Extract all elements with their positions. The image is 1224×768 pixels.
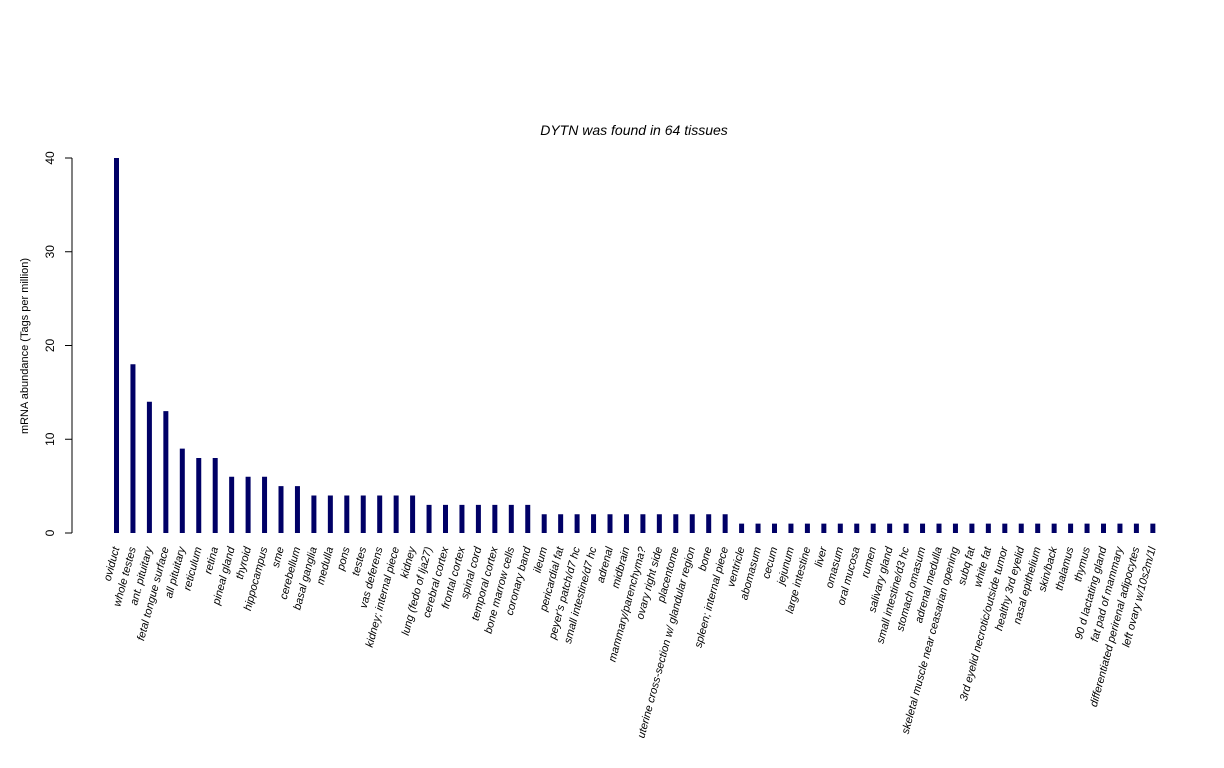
bar: [262, 476, 268, 533]
bar: [656, 514, 662, 533]
bar: [179, 448, 185, 533]
bar: [278, 486, 284, 533]
bar: [1002, 523, 1008, 533]
bar: [854, 523, 860, 533]
bar: [130, 364, 136, 533]
bar: [952, 523, 958, 533]
x-tick-label: bone: [697, 546, 715, 573]
bar: [689, 514, 695, 533]
bar: [1150, 523, 1156, 533]
bar: [936, 523, 942, 533]
bar: [360, 495, 366, 533]
bar: [903, 523, 909, 533]
bar: [459, 504, 465, 533]
bar: [706, 514, 712, 533]
bar: [870, 523, 876, 533]
bar: [393, 495, 399, 533]
chart-title: DYTN was found in 64 tissues: [540, 122, 728, 138]
x-tick-label: sme: [270, 546, 287, 569]
bar: [443, 504, 448, 533]
bar: [1101, 523, 1106, 533]
bar: [525, 504, 531, 533]
bar: [788, 523, 794, 533]
bar: [311, 495, 317, 533]
bar: [1084, 523, 1090, 533]
bar: [1035, 523, 1041, 533]
x-tick-label: liver: [813, 544, 830, 568]
y-tick-label: 10: [43, 432, 57, 446]
x-tick-label: ileum: [532, 546, 550, 575]
bar: [887, 523, 893, 533]
bar: [673, 514, 679, 533]
bar: [837, 523, 843, 533]
bar: [508, 504, 514, 533]
bar: [114, 158, 119, 533]
bar: [591, 514, 597, 533]
bar: [920, 523, 926, 533]
bar: [1018, 523, 1024, 533]
bar: [1068, 523, 1074, 533]
bar: [146, 401, 152, 533]
bar: [574, 514, 580, 533]
bar: [475, 504, 481, 533]
bar: [1133, 523, 1139, 533]
bar: [821, 523, 827, 533]
bar: [739, 523, 745, 533]
bar: [985, 523, 991, 533]
bar: [541, 514, 547, 533]
bar: [410, 495, 416, 533]
y-tick-label: 0: [43, 529, 57, 536]
bar: [755, 523, 761, 533]
bar: [212, 458, 218, 533]
y-tick-label: 40: [43, 151, 57, 165]
bar: [492, 504, 498, 533]
bar: [772, 523, 777, 533]
y-axis-label: mRNA abundance (Tags per million): [19, 258, 31, 434]
bars: [114, 158, 1156, 533]
bar: [969, 523, 975, 533]
bar: [804, 523, 810, 533]
y-tick-label: 20: [43, 339, 57, 353]
y-axis: 0 10 20 30 40: [43, 151, 73, 536]
bar: [229, 476, 235, 533]
x-tick-label: pons: [335, 545, 353, 573]
bar: [245, 476, 251, 533]
bar: [426, 504, 432, 533]
bar: [1051, 523, 1057, 533]
bar: [196, 458, 202, 533]
bar: [294, 486, 300, 533]
bar: [327, 495, 333, 533]
bar: [1117, 523, 1123, 533]
bar: [377, 495, 383, 533]
bar: [344, 495, 350, 533]
bar: [163, 411, 169, 533]
bar: [558, 514, 564, 533]
bar: [722, 514, 728, 533]
bar: [640, 514, 646, 533]
y-tick-label: 30: [43, 245, 57, 259]
bar: [623, 514, 629, 533]
bar: [607, 514, 613, 533]
